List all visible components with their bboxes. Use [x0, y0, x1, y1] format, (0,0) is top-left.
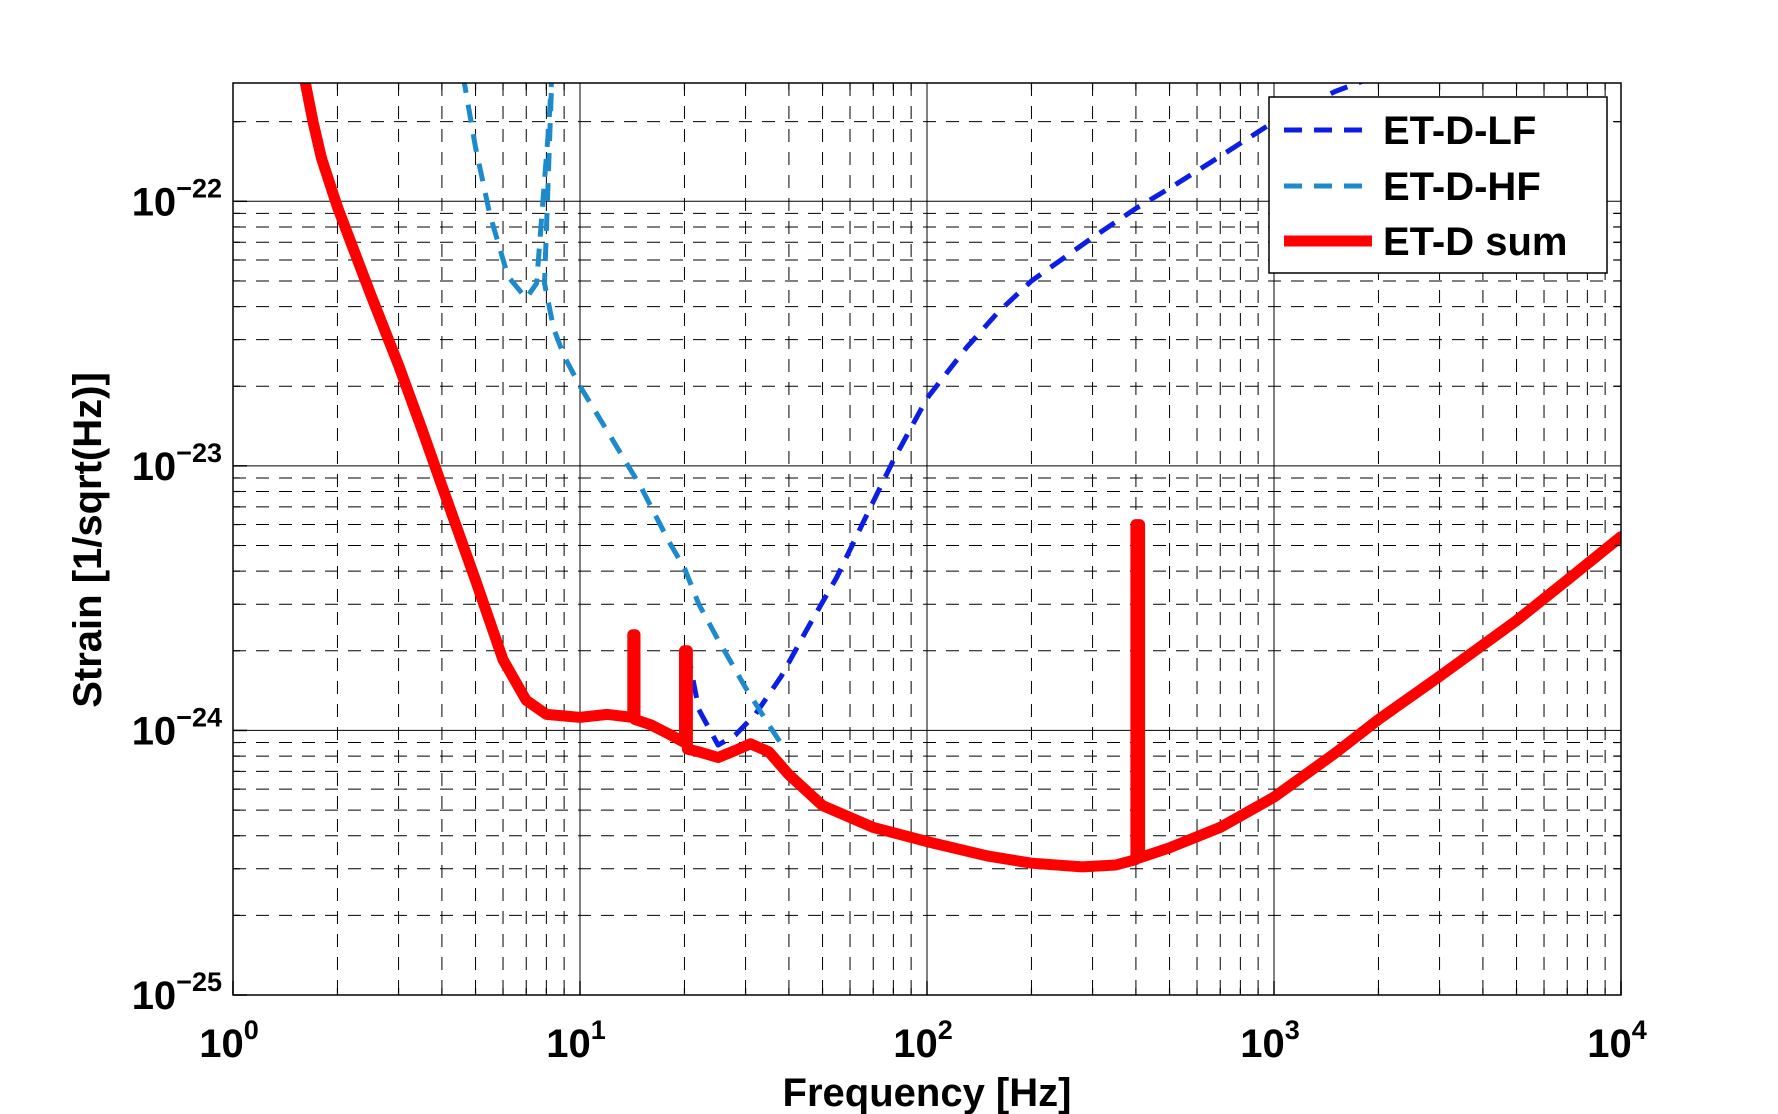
series-layer: [299, 83, 1621, 873]
x-tick-label: 104: [1587, 1015, 1647, 1066]
y-tick-labels: 10−25 10−24 10−23 10−22: [132, 173, 222, 1018]
legend-label-et-d-lf: ET-D-LF: [1383, 109, 1536, 153]
series-line-et-d-sum: [299, 83, 1621, 873]
x-tick-labels: 100 101 102 103 104: [199, 1015, 1647, 1066]
y-tick-label: 10−25: [132, 967, 222, 1018]
legend-label-et-d-sum: ET-D sum: [1383, 220, 1567, 264]
minor-grid: [233, 83, 1621, 995]
y-axis-label: Strain [1/sqrt(Hz)]: [66, 372, 110, 708]
x-tick-label: 102: [893, 1015, 953, 1066]
legend: ET-D-LF ET-D-HF ET-D sum: [1268, 96, 1608, 274]
y-tick-label: 10−22: [132, 173, 222, 224]
x-tick-label: 101: [546, 1015, 606, 1066]
x-axis-label: Frequency [Hz]: [783, 1071, 1072, 1114]
tick-marks: [232, 83, 1622, 996]
legend-label-et-d-hf: ET-D-HF: [1383, 165, 1541, 209]
x-tick-label: 103: [1240, 1015, 1300, 1066]
y-tick-label: 10−24: [132, 702, 222, 753]
y-tick-label: 10−23: [132, 438, 222, 489]
series-line-et-d-hf: [461, 83, 784, 746]
series-line-et-d-lf: [684, 83, 1365, 748]
x-tick-label: 100: [199, 1015, 259, 1066]
